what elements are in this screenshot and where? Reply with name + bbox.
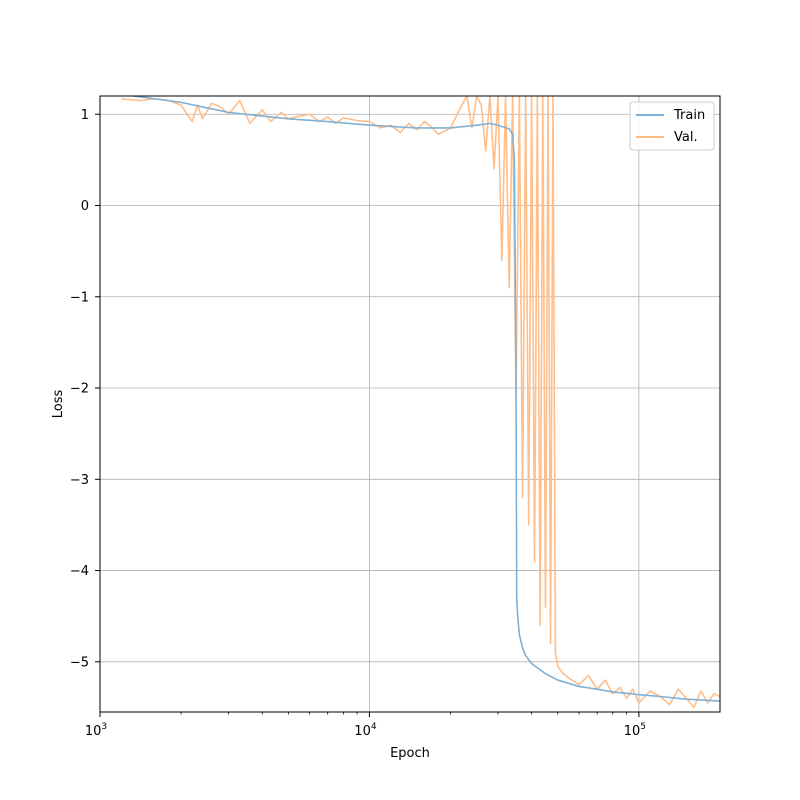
y-tick-label: 1 [81,108,89,123]
y-tick-label: −4 [70,564,89,579]
y-tick-label: −3 [70,473,89,488]
plot-area [100,96,720,712]
tick-marks [95,113,640,717]
tick-labels: 103 104 105 1 0 −1 −2 −3 −4 −5 [70,108,646,739]
x-tick-label: 103 [85,722,107,739]
y-tick-label: −2 [70,382,89,397]
y-tick-label: −1 [70,290,89,305]
x-axis-title: Epoch [390,746,430,761]
plot-frame [99,95,721,713]
y-tick-label: −5 [70,655,89,670]
series-line-train [127,96,720,702]
series-layer [121,96,720,709]
x-tick-label: 105 [624,722,646,739]
y-tick-label: 0 [81,199,89,214]
legend-label-val: Val. [674,130,698,145]
grid-lines [99,96,720,712]
x-tick-label: 104 [354,722,377,739]
legend-label-train: Train [673,108,705,123]
y-axis-title: Loss [51,390,66,419]
legend: Train Val. [629,101,715,151]
